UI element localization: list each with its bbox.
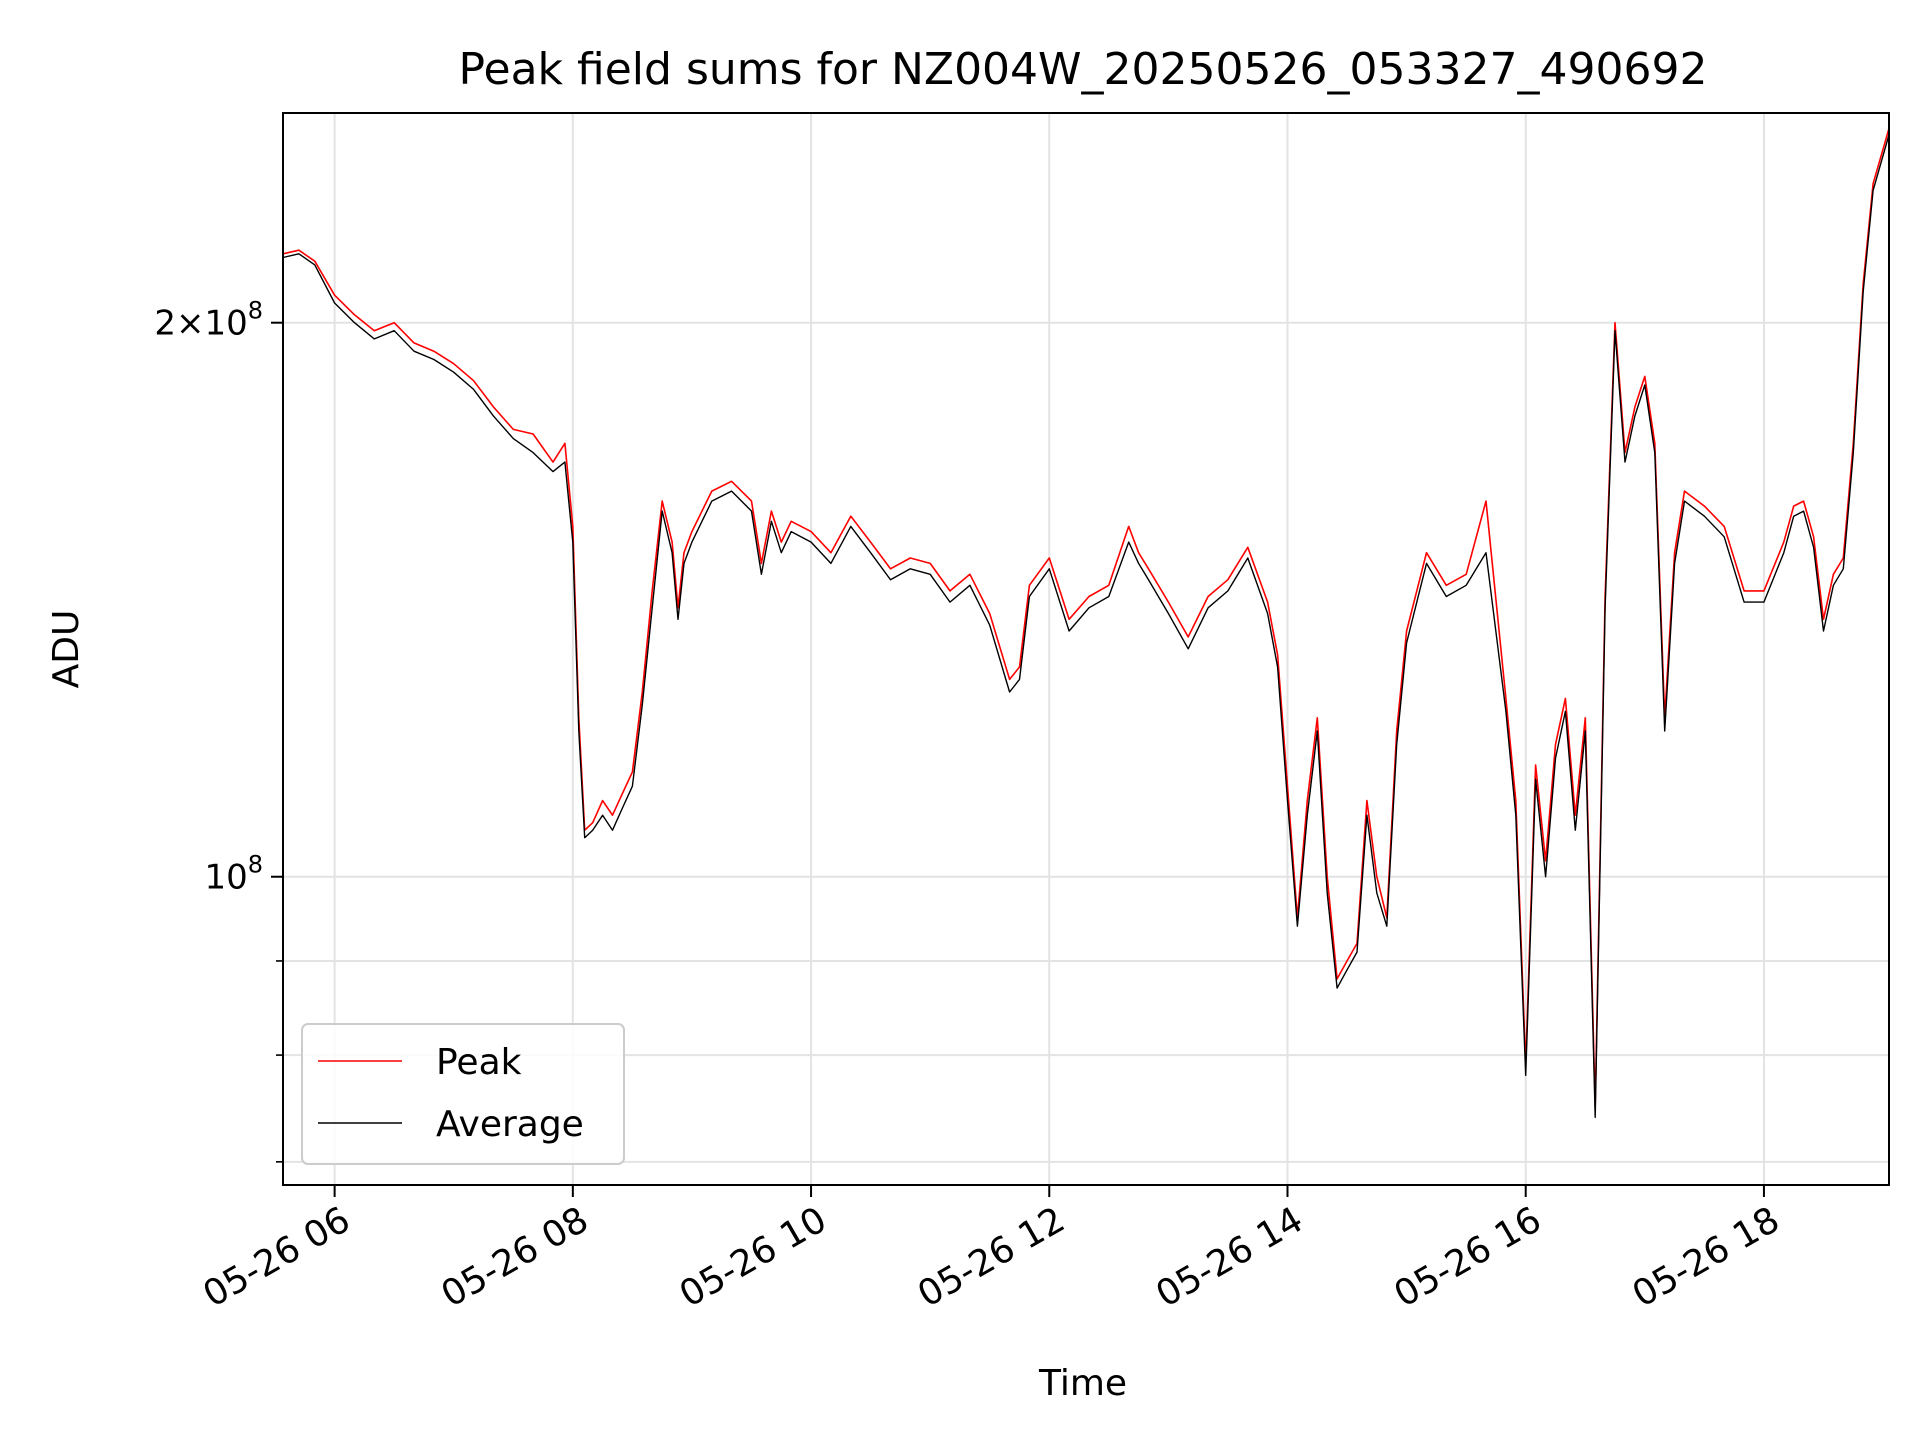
- y-axis: 2×108 108: [154, 297, 283, 1163]
- plot-frame: [282, 112, 1890, 1186]
- series-line-peak: [282, 128, 1890, 1108]
- y-tick-label-1e8: 108: [204, 851, 263, 898]
- y-axis-label: ADU: [46, 610, 87, 689]
- chart-title: Peak field sums for NZ004W_20250526_0533…: [459, 44, 1708, 95]
- legend-label-average: Average: [436, 1104, 584, 1145]
- series-layer: [282, 128, 1890, 1119]
- legend: Peak Average: [301, 1023, 625, 1165]
- legend-box: [301, 1023, 625, 1165]
- x-axis-label: Time: [1038, 1363, 1127, 1404]
- legend-label-peak: Peak: [436, 1042, 522, 1083]
- series-line-average: [282, 134, 1890, 1119]
- y-tick-label-2e8: 2×108: [154, 297, 263, 344]
